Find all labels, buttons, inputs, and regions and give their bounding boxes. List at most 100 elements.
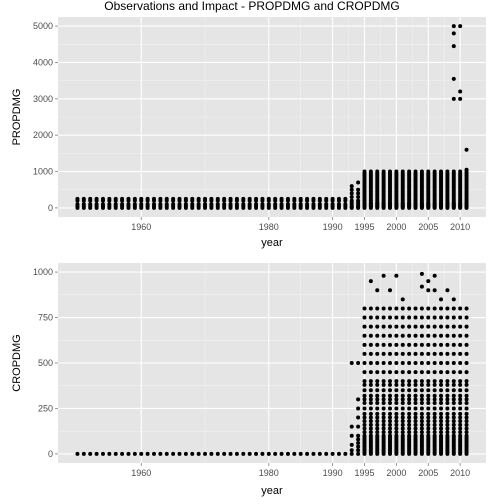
- cropdmg-data-point: [375, 419, 380, 424]
- propdmg-data-point: [317, 202, 322, 207]
- propdmg-data-point: [285, 202, 290, 207]
- cropdmg-data-point: [419, 284, 424, 289]
- cropdmg-data-point: [394, 351, 399, 356]
- propdmg-data-point: [292, 196, 297, 201]
- cropdmg-data-point: [458, 397, 463, 402]
- cropdmg-data-point: [464, 306, 469, 311]
- cropdmg-data-point: [407, 393, 412, 398]
- cropdmg-data-point: [356, 361, 361, 365]
- cropdmg-data-point: [426, 406, 431, 411]
- cropdmg-data-point: [439, 401, 444, 405]
- cropdmg-data-point: [368, 411, 373, 416]
- cropdmg-data-point: [407, 415, 412, 420]
- cropdmg-data-point: [419, 430, 424, 435]
- cropdmg-data-point: [432, 419, 437, 424]
- propdmg-data-point: [368, 169, 373, 174]
- cropdmg-data-point: [419, 388, 424, 393]
- cropdmg-data-point: [439, 370, 444, 375]
- cropdmg-data-point: [388, 397, 392, 402]
- cropdmg-data-point: [458, 388, 463, 393]
- propdmg-x-tick-label: 2010: [450, 222, 470, 232]
- cropdmg-data-point: [445, 370, 450, 375]
- cropdmg-data-point: [407, 426, 412, 431]
- cropdmg-data-point: [145, 451, 150, 456]
- cropdmg-data-point: [362, 426, 367, 431]
- cropdmg-data-point: [375, 433, 380, 438]
- cropdmg-y-tick-label: 750: [38, 313, 53, 323]
- propdmg-data-point: [209, 202, 214, 207]
- cropdmg-data-point: [388, 388, 392, 393]
- cropdmg-data-point: [400, 333, 405, 338]
- cropdmg-data-point: [164, 451, 169, 456]
- propdmg-data-point: [451, 96, 456, 101]
- propdmg-data-point: [330, 196, 335, 201]
- cropdmg-data-point: [349, 424, 354, 429]
- cropdmg-data-point: [100, 451, 105, 456]
- cropdmg-x-tick-label: 1995: [354, 468, 374, 478]
- cropdmg-data-point: [407, 419, 412, 424]
- cropdmg-data-point: [445, 415, 450, 420]
- cropdmg-data-point: [445, 406, 450, 411]
- cropdmg-data-point: [458, 433, 463, 438]
- cropdmg-data-point: [375, 430, 380, 435]
- propdmg-data-point: [400, 169, 405, 174]
- propdmg-data-point: [349, 191, 354, 196]
- propdmg-data-point: [336, 202, 341, 207]
- cropdmg-data-point: [394, 426, 399, 431]
- cropdmg-data-point: [419, 411, 424, 416]
- propdmg-data-point: [164, 202, 169, 207]
- cropdmg-data-point: [362, 422, 367, 427]
- propdmg-data-point: [254, 202, 259, 207]
- cropdmg-data-point: [400, 419, 405, 424]
- cropdmg-data-point: [362, 433, 367, 438]
- cropdmg-data-point: [362, 351, 367, 356]
- cropdmg-data-point: [432, 379, 437, 384]
- cropdmg-data-point: [362, 419, 367, 424]
- cropdmg-x-tick-label: 2010: [450, 468, 470, 478]
- cropdmg-data-point: [368, 306, 373, 311]
- cropdmg-data-point: [394, 422, 399, 427]
- propdmg-data-point: [139, 196, 144, 201]
- cropdmg-data-point: [388, 324, 392, 329]
- cropdmg-data-point: [451, 433, 456, 438]
- cropdmg-data-point: [426, 422, 431, 427]
- propdmg-data-point: [94, 196, 99, 201]
- cropdmg-data-point: [375, 288, 380, 293]
- cropdmg-data-point: [451, 306, 456, 311]
- cropdmg-data-point: [368, 433, 373, 438]
- cropdmg-data-point: [445, 393, 450, 398]
- cropdmg-data-point: [375, 333, 380, 338]
- cropdmg-data-point: [458, 333, 463, 338]
- propdmg-y-tick-label: 4000: [33, 57, 53, 67]
- cropdmg-data-point: [458, 324, 463, 329]
- cropdmg-data-point: [413, 382, 418, 387]
- propdmg-data-point: [349, 195, 354, 199]
- cropdmg-data-point: [375, 382, 380, 387]
- cropdmg-data-point: [368, 415, 373, 420]
- cropdmg-data-point: [381, 433, 386, 438]
- cropdmg-data-point: [349, 361, 354, 365]
- cropdmg-data-point: [400, 426, 405, 431]
- cropdmg-data-point: [349, 433, 354, 438]
- cropdmg-data-point: [439, 411, 444, 416]
- cropdmg-data-point: [407, 422, 412, 427]
- propdmg-data-point: [464, 147, 469, 152]
- propdmg-data-point: [132, 202, 137, 207]
- cropdmg-data-point: [388, 433, 392, 438]
- propdmg-data-point: [203, 196, 208, 201]
- propdmg-data-point: [451, 169, 456, 174]
- cropdmg-data-point: [439, 297, 444, 302]
- propdmg-data-point: [222, 196, 227, 201]
- cropdmg-data-point: [458, 426, 463, 431]
- cropdmg-data-point: [445, 315, 450, 320]
- cropdmg-data-point: [266, 451, 271, 456]
- cropdmg-data-point: [368, 315, 373, 320]
- cropdmg-data-point: [400, 397, 405, 402]
- propdmg-data-point: [247, 202, 252, 207]
- propdmg-data-point: [145, 202, 150, 207]
- cropdmg-data-point: [419, 379, 424, 384]
- cropdmg-data-point: [458, 306, 463, 311]
- cropdmg-data-point: [426, 324, 431, 329]
- cropdmg-data-point: [407, 411, 412, 416]
